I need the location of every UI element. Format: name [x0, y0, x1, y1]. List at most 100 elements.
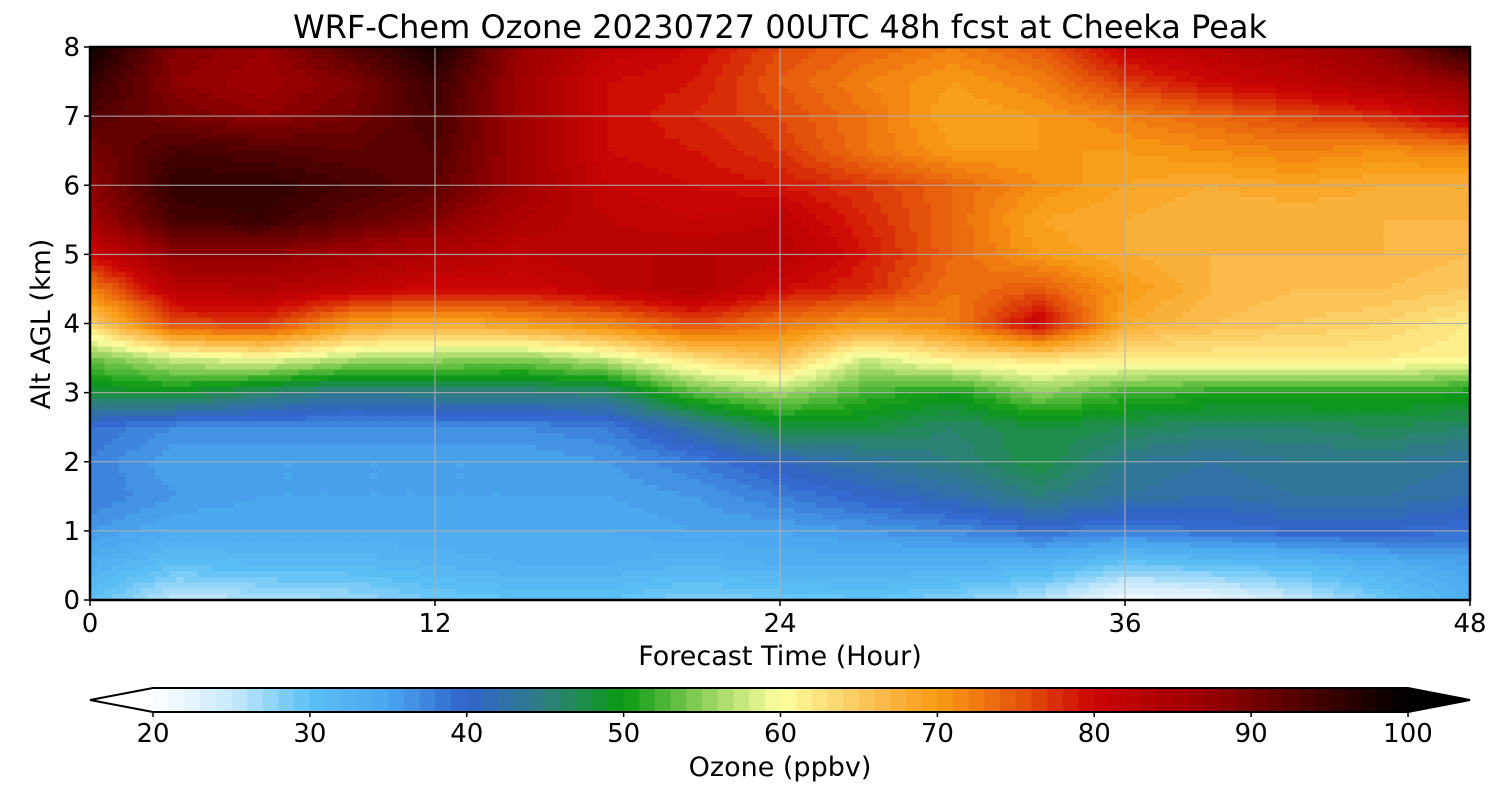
- heatmap-cell: [923, 150, 932, 158]
- heatmap-cell: [873, 87, 882, 94]
- heatmap-cell: [557, 162, 565, 169]
- heatmap-cell: [176, 116, 185, 123]
- heatmap-cell: [413, 58, 422, 65]
- heatmap-cell: [384, 191, 393, 198]
- heatmap-cell: [1311, 139, 1320, 146]
- heatmap-cell: [262, 98, 271, 106]
- heatmap-cell: [1455, 121, 1464, 129]
- heatmap-cell: [485, 47, 494, 54]
- heatmap-cell: [1132, 156, 1140, 163]
- heatmap-cell: [212, 64, 220, 71]
- heatmap-cell: [693, 110, 702, 117]
- heatmap-cell: [284, 81, 292, 88]
- heatmap-cell: [1441, 64, 1450, 71]
- heatmap-cell: [1311, 179, 1320, 186]
- heatmap-cell: [478, 144, 486, 152]
- heatmap-cell: [449, 75, 458, 83]
- heatmap-cell: [485, 156, 494, 163]
- heatmap-cell: [966, 104, 975, 111]
- heatmap-cell: [154, 133, 163, 140]
- heatmap-cell: [1196, 98, 1205, 106]
- heatmap-cell: [1434, 64, 1442, 71]
- heatmap-cell: [1146, 70, 1155, 77]
- heatmap-cell: [607, 156, 616, 163]
- heatmap-cell: [449, 81, 458, 88]
- heatmap-cell: [887, 93, 896, 100]
- heatmap-cell: [837, 191, 846, 198]
- heatmap-cell: [1390, 52, 1399, 60]
- heatmap-cell: [758, 98, 767, 106]
- heatmap-cell: [456, 104, 465, 111]
- heatmap-cell: [1383, 162, 1392, 169]
- heatmap-cell: [722, 144, 731, 152]
- heatmap-cell: [1067, 58, 1076, 65]
- heatmap-cell: [427, 185, 436, 192]
- heatmap-cell: [312, 191, 321, 198]
- heatmap-cell: [600, 156, 609, 163]
- heatmap-cell: [341, 64, 350, 71]
- heatmap-cell: [1326, 173, 1335, 181]
- heatmap-cell: [772, 104, 781, 111]
- heatmap-cell: [700, 179, 709, 186]
- heatmap-cell: [1204, 185, 1212, 192]
- heatmap-cell: [1419, 139, 1428, 146]
- heatmap-cell: [578, 173, 587, 181]
- heatmap-cell: [1261, 144, 1270, 152]
- heatmap-cell: [1096, 162, 1105, 169]
- heatmap-cell: [1146, 52, 1155, 60]
- heatmap-cell: [974, 179, 982, 186]
- heatmap-cell: [715, 167, 724, 175]
- heatmap-cell: [787, 93, 795, 100]
- heatmap-cell: [1376, 162, 1385, 169]
- heatmap-cell: [341, 70, 350, 77]
- heatmap-cell: [1168, 173, 1176, 181]
- heatmap-cell: [1240, 167, 1248, 175]
- heatmap-cell: [370, 191, 379, 198]
- heatmap-cell: [1110, 110, 1119, 117]
- heatmap-cell: [815, 81, 824, 88]
- heatmap-cell: [600, 116, 609, 123]
- heatmap-cell: [729, 162, 738, 169]
- heatmap-cell: [600, 150, 609, 158]
- heatmap-cell: [320, 127, 328, 135]
- heatmap-cell: [607, 81, 616, 88]
- heatmap-cell: [557, 104, 565, 111]
- heatmap-cell: [1333, 150, 1342, 158]
- heatmap-cell: [801, 58, 810, 65]
- heatmap-cell: [240, 185, 249, 192]
- heatmap-cell: [1103, 179, 1112, 186]
- heatmap-cell: [1024, 116, 1033, 123]
- heatmap-cell: [97, 52, 105, 60]
- heatmap-cell: [312, 162, 321, 169]
- heatmap-cell: [923, 173, 932, 181]
- heatmap-cell: [614, 52, 623, 60]
- heatmap-cell: [1204, 75, 1212, 83]
- heatmap-cell: [1376, 150, 1385, 158]
- heatmap-cell: [363, 52, 371, 60]
- heatmap-cell: [176, 133, 185, 140]
- heatmap-cell: [564, 139, 573, 146]
- heatmap-cell: [1031, 75, 1040, 83]
- heatmap-cell: [700, 81, 709, 88]
- heatmap-cell: [966, 81, 975, 88]
- heatmap-cell: [945, 185, 954, 192]
- heatmap-cell: [104, 47, 113, 54]
- heatmap-cell: [930, 58, 939, 65]
- heatmap-cell: [1369, 110, 1378, 117]
- heatmap-cell: [1412, 139, 1421, 146]
- heatmap-cell: [363, 179, 371, 186]
- heatmap-cell: [1268, 70, 1277, 77]
- heatmap-cell: [391, 133, 400, 140]
- heatmap-cell: [887, 70, 896, 77]
- heatmap-cell: [118, 93, 127, 100]
- heatmap-cell: [1211, 64, 1220, 71]
- heatmap-cell: [147, 133, 156, 140]
- heatmap-cell: [377, 121, 386, 129]
- heatmap-cell: [571, 116, 580, 123]
- heatmap-cell: [219, 64, 228, 71]
- heatmap-cell: [1225, 70, 1234, 77]
- heatmap-cell: [97, 139, 105, 146]
- heatmap-cell: [1204, 144, 1212, 152]
- heatmap-cell: [276, 116, 285, 123]
- heatmap-cell: [1383, 98, 1392, 106]
